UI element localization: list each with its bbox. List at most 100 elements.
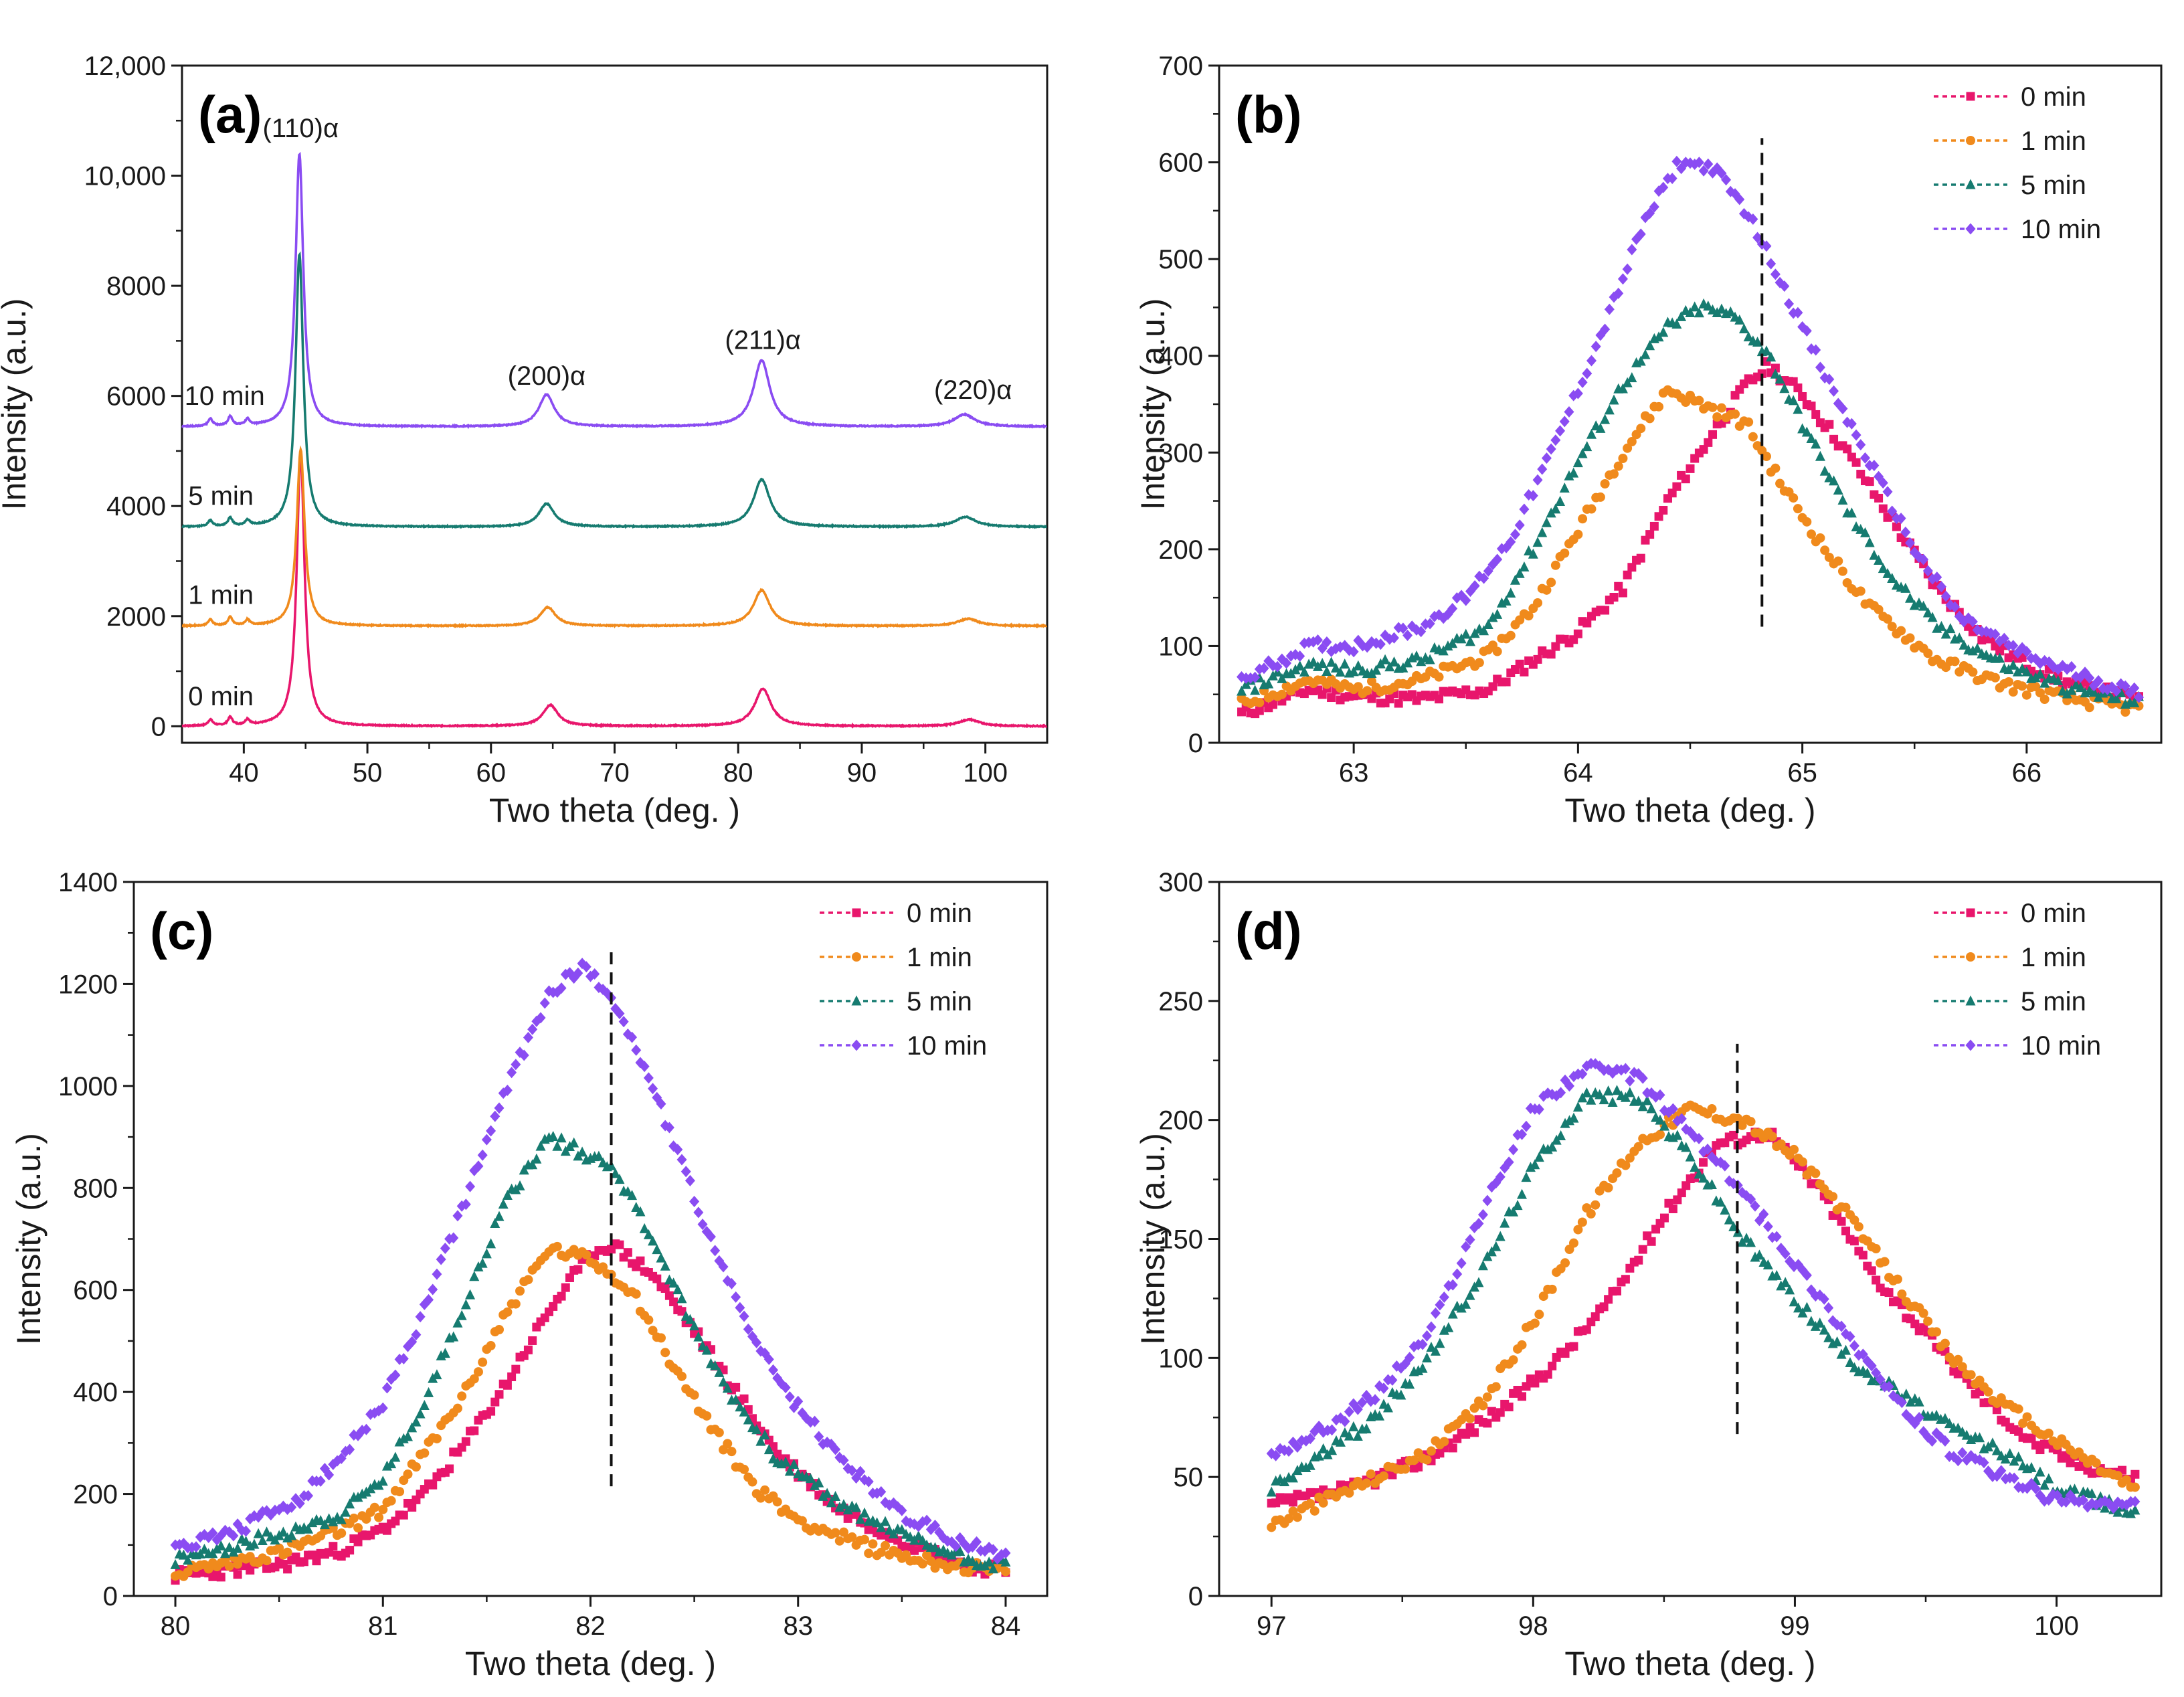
y-tick-label: 100	[1158, 1344, 1203, 1373]
data-point	[797, 1516, 807, 1526]
data-point	[1510, 574, 1521, 585]
data-point	[2121, 1475, 2131, 1485]
data-point	[1716, 403, 1726, 413]
data-point	[1582, 618, 1592, 628]
data-point	[1600, 414, 1611, 424]
data-point	[1853, 1222, 1863, 1232]
data-point	[772, 1497, 782, 1507]
series-5-min	[1237, 298, 2144, 709]
data-point	[1469, 580, 1480, 592]
data-point	[515, 1286, 525, 1296]
data-point	[1404, 1352, 1415, 1364]
y-tick-label: 600	[1158, 149, 1203, 178]
data-point	[1706, 1179, 1717, 1190]
data-point	[1582, 441, 1592, 452]
data-point	[1738, 323, 1749, 334]
data-point	[1435, 1299, 1445, 1311]
data-point	[1837, 1217, 1846, 1226]
data-point	[460, 1299, 471, 1310]
data-point	[1295, 650, 1305, 662]
data-point	[440, 1348, 450, 1358]
data-point	[1417, 1338, 1428, 1350]
data-point	[398, 1352, 409, 1364]
data-point	[1586, 428, 1597, 439]
data-point	[656, 1333, 666, 1343]
data-point	[494, 1390, 504, 1399]
data-point	[1789, 1296, 1799, 1307]
data-point	[1422, 1455, 1432, 1465]
data-point	[1897, 1289, 1907, 1300]
y-tick-label: 300	[1158, 438, 1203, 468]
data-point	[652, 1274, 662, 1283]
data-point	[403, 1431, 413, 1441]
data-point	[381, 1382, 392, 1394]
data-point	[676, 1293, 687, 1304]
data-point	[1681, 1142, 1692, 1152]
data-point	[876, 1486, 887, 1498]
data-point	[1564, 470, 1574, 480]
data-point	[1757, 369, 1766, 378]
legend-marker	[851, 995, 862, 1006]
x-tick-label: 99	[1780, 1611, 1810, 1641]
data-point	[1837, 495, 1848, 505]
data-point	[1547, 1141, 1558, 1152]
data-point	[478, 1357, 488, 1367]
data-point	[1770, 268, 1781, 280]
data-point	[1922, 607, 1933, 618]
data-point	[1530, 1159, 1540, 1170]
data-point	[1914, 1412, 1924, 1424]
data-point	[1465, 1413, 1475, 1423]
data-point	[1864, 537, 1875, 547]
data-point	[228, 1530, 239, 1542]
data-point	[1752, 336, 1763, 347]
data-point	[2088, 687, 2099, 697]
data-point	[685, 1314, 695, 1324]
data-point	[635, 1206, 646, 1217]
data-point	[507, 1067, 517, 1079]
data-point	[747, 1477, 757, 1487]
data-point	[2086, 1488, 2097, 1498]
data-point	[917, 1558, 927, 1569]
data-point	[689, 1196, 700, 1208]
data-point	[739, 1394, 749, 1403]
data-point	[1461, 1429, 1471, 1439]
data-point	[1495, 1171, 1506, 1183]
data-point	[486, 1407, 496, 1416]
data-point	[2013, 1404, 2023, 1414]
data-point	[1277, 689, 1287, 699]
data-point	[826, 1497, 836, 1508]
data-point	[286, 1530, 297, 1540]
data-point	[852, 1510, 861, 1519]
data-point	[1905, 1396, 1916, 1407]
data-point	[1640, 349, 1651, 359]
data-point	[1600, 323, 1611, 335]
data-point	[2130, 1496, 2141, 1508]
data-point	[959, 1556, 970, 1567]
data-point	[1802, 517, 1812, 527]
data-point	[303, 1490, 314, 1502]
data-point	[1425, 618, 1435, 630]
data-point	[2066, 1458, 2075, 1467]
data-point	[1370, 1394, 1380, 1406]
data-point	[1872, 1275, 1881, 1285]
data-point	[415, 1311, 426, 1323]
data-point	[1422, 1352, 1433, 1362]
data-point	[1577, 1217, 1587, 1227]
data-point	[1851, 429, 1861, 441]
data-point	[1577, 376, 1588, 388]
data-point	[639, 1223, 650, 1233]
data-point	[689, 1390, 699, 1400]
data-point	[1581, 1087, 1592, 1097]
data-point	[1577, 1068, 1588, 1080]
data-point	[1806, 433, 1817, 444]
data-point	[1510, 529, 1521, 541]
data-point	[2021, 666, 2032, 677]
data-point	[361, 1423, 371, 1435]
data-point	[1613, 287, 1624, 299]
series-label: 0 min	[188, 682, 254, 711]
data-point	[470, 1426, 479, 1435]
data-point	[1987, 1437, 1998, 1448]
data-point	[614, 1008, 625, 1020]
data-point	[1698, 1172, 1709, 1183]
data-point	[1000, 1567, 1010, 1577]
